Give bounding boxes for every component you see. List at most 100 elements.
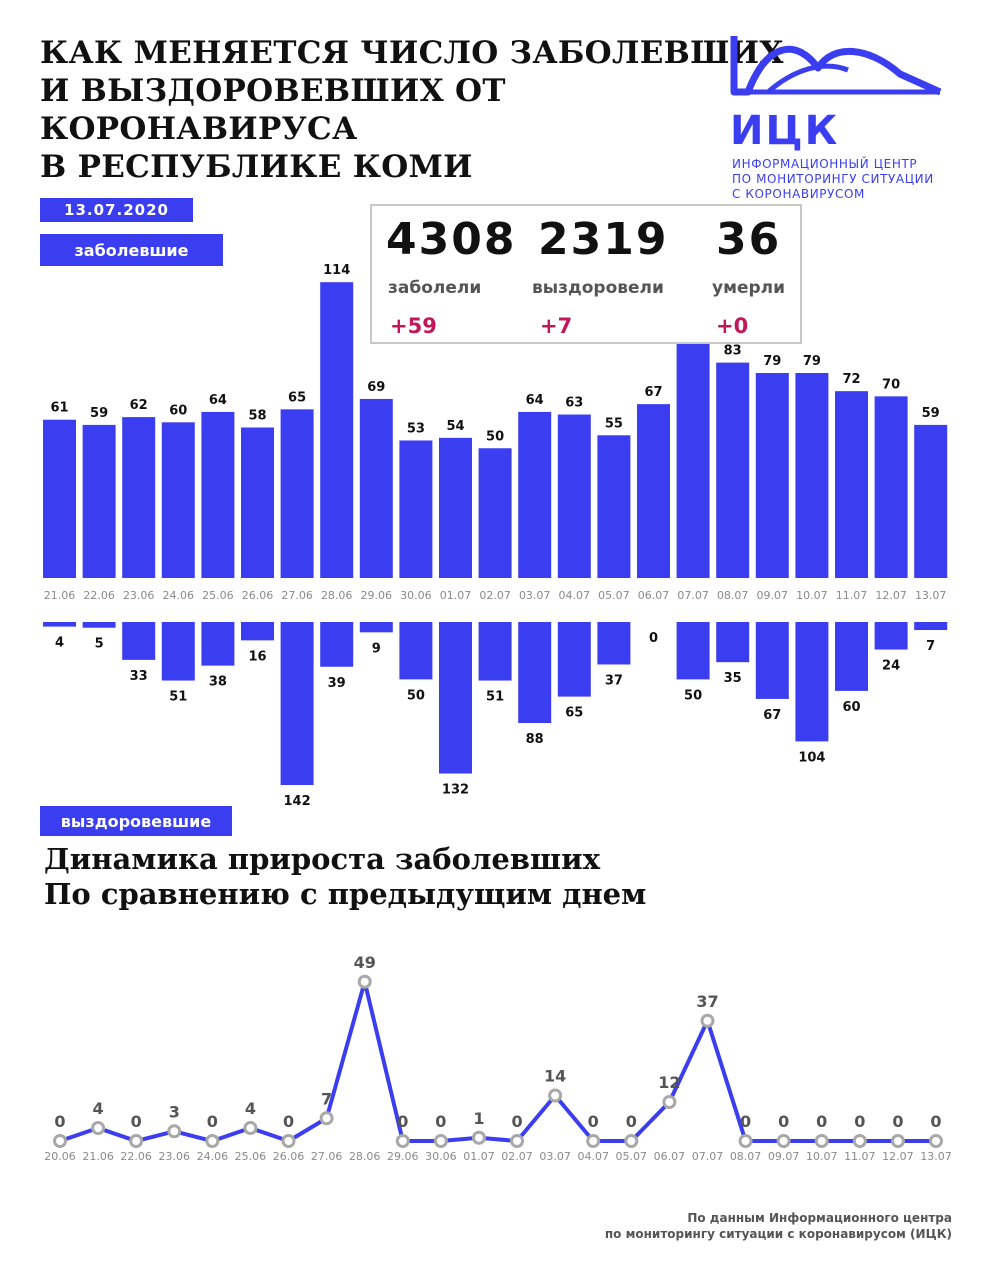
recovered-value-label: 88 (526, 732, 544, 747)
recovered-bar (280, 622, 314, 786)
x-tick-label: 29.06 (361, 589, 393, 602)
sick-bar (597, 435, 631, 578)
x-tick-label: 28.06 (349, 1150, 381, 1163)
x-tick-label: 22.06 (120, 1150, 152, 1163)
recovered-bar (43, 622, 76, 627)
recovered-bar (518, 622, 552, 724)
recovered-value-label: 51 (169, 690, 187, 705)
sick-value-label: 58 (248, 408, 266, 423)
x-tick-label: 29.06 (387, 1150, 419, 1163)
recovered-value-label: 50 (407, 688, 425, 703)
sick-value-label: 50 (486, 429, 504, 444)
recovered-bar (201, 622, 235, 666)
sick-value-label: 67 (644, 385, 662, 400)
x-tick-label: 12.07 (882, 1150, 914, 1163)
x-tick-label: 02.07 (501, 1150, 533, 1163)
line-point (319, 1111, 334, 1126)
sick-value-label: 114 (323, 263, 350, 278)
x-tick-label: 05.07 (598, 589, 630, 602)
x-tick-label: 09.07 (757, 589, 789, 602)
line-point (129, 1134, 144, 1148)
sick-bar (835, 391, 868, 578)
recovered-bar (914, 622, 948, 631)
sick-value-label: 72 (842, 372, 860, 387)
x-tick-label: 13.07 (920, 1150, 952, 1163)
title-line: В РЕСПУБЛИКЕ КОМИ (40, 149, 473, 185)
sick-value-label: 70 (882, 377, 900, 392)
sick-bar (161, 422, 195, 578)
x-tick-label: 26.06 (242, 589, 274, 602)
x-tick-label: 10.07 (796, 589, 828, 602)
x-tick-label: 27.06 (311, 1150, 343, 1163)
x-tick-label: 04.07 (577, 1150, 609, 1163)
recovered-value-label: 65 (565, 706, 583, 721)
dynamics-title: Динамика прироста заболевших По сравнени… (44, 842, 646, 912)
sick-tag: заболевшие (40, 234, 223, 266)
sick-value-label: 62 (130, 398, 148, 413)
recovered-value-label: 104 (798, 750, 825, 765)
x-tick-label: 07.07 (692, 1150, 724, 1163)
recovered-value-label: 39 (328, 676, 346, 691)
stat-delta: +7 (540, 314, 573, 338)
stat-label: выздоровели (532, 278, 664, 298)
recovered-value-label: 4 (55, 636, 64, 651)
x-tick-label: 03.07 (539, 1150, 571, 1163)
line-value-label: 0 (588, 1112, 599, 1131)
sick-bar (914, 424, 948, 578)
main-title: КАК МЕНЯЕТСЯ ЧИСЛО ЗАБОЛЕВШИХ И ВЫЗДОРОВ… (40, 34, 784, 186)
recovered-value-label: 67 (763, 708, 781, 723)
x-tick-label: 05.07 (616, 1150, 648, 1163)
line-value-label: 0 (397, 1112, 408, 1131)
recovered-value-label: 9 (372, 641, 381, 656)
line-point (662, 1095, 677, 1109)
recovered-bar (676, 622, 710, 680)
stats-panel: 4308 заболели +59 2319 выздоровели +7 36… (370, 204, 802, 344)
recovered-value-label: 50 (684, 688, 702, 703)
stat-delta: +59 (390, 314, 437, 338)
sick-value-label: 53 (407, 421, 425, 436)
x-tick-label: 23.06 (123, 589, 155, 602)
stat-value: 4308 (386, 214, 517, 265)
source-line: по мониторингу ситуации с коронавирусом … (604, 1227, 952, 1241)
line-value-label: 0 (778, 1112, 789, 1131)
recovered-bar (597, 622, 631, 665)
x-tick-label: 11.07 (844, 1150, 876, 1163)
logo-icon (730, 36, 942, 96)
recovered-bar (795, 622, 829, 742)
sick-value-label: 83 (724, 344, 742, 359)
title-line: И ВЫЗДОРОВЕВШИХ ОТ (40, 73, 506, 109)
sick-value-label: 64 (526, 393, 544, 408)
sick-bar (874, 396, 908, 578)
recovered-value-label: 51 (486, 690, 504, 705)
sick-bar (241, 427, 274, 578)
line-value-label: 0 (511, 1112, 522, 1131)
line-point (700, 1013, 715, 1028)
x-tick-label: 25.06 (202, 589, 234, 602)
sick-bar (755, 372, 789, 578)
dynamics-title-line: Динамика прироста заболевших (44, 842, 600, 876)
line-value-label: 0 (930, 1112, 941, 1131)
line-value-label: 14 (544, 1067, 566, 1086)
sick-bar (122, 417, 156, 578)
sick-value-label: 60 (169, 403, 187, 418)
recovered-bar (835, 622, 868, 691)
sick-value-label: 64 (209, 393, 227, 408)
sick-bar (557, 414, 591, 578)
x-tick-label: 11.07 (836, 589, 868, 602)
recovered-bar (755, 622, 789, 699)
sick-value-label: 79 (803, 354, 821, 369)
line-value-label: 0 (816, 1112, 827, 1131)
line-point (53, 1134, 67, 1148)
sick-bar (201, 411, 235, 578)
logo-abbreviation: ИЦК (730, 108, 840, 154)
line-value-label: 1 (473, 1109, 484, 1128)
line-point (281, 1134, 296, 1148)
x-tick-label: 06.07 (638, 589, 670, 602)
sick-bar (320, 282, 354, 578)
x-tick-label: 08.07 (730, 1150, 762, 1163)
sick-bar (478, 448, 512, 578)
sick-bar (795, 372, 829, 578)
line-value-label: 4 (93, 1099, 104, 1118)
line-point (929, 1134, 943, 1148)
sick-value-label: 59 (922, 406, 940, 421)
